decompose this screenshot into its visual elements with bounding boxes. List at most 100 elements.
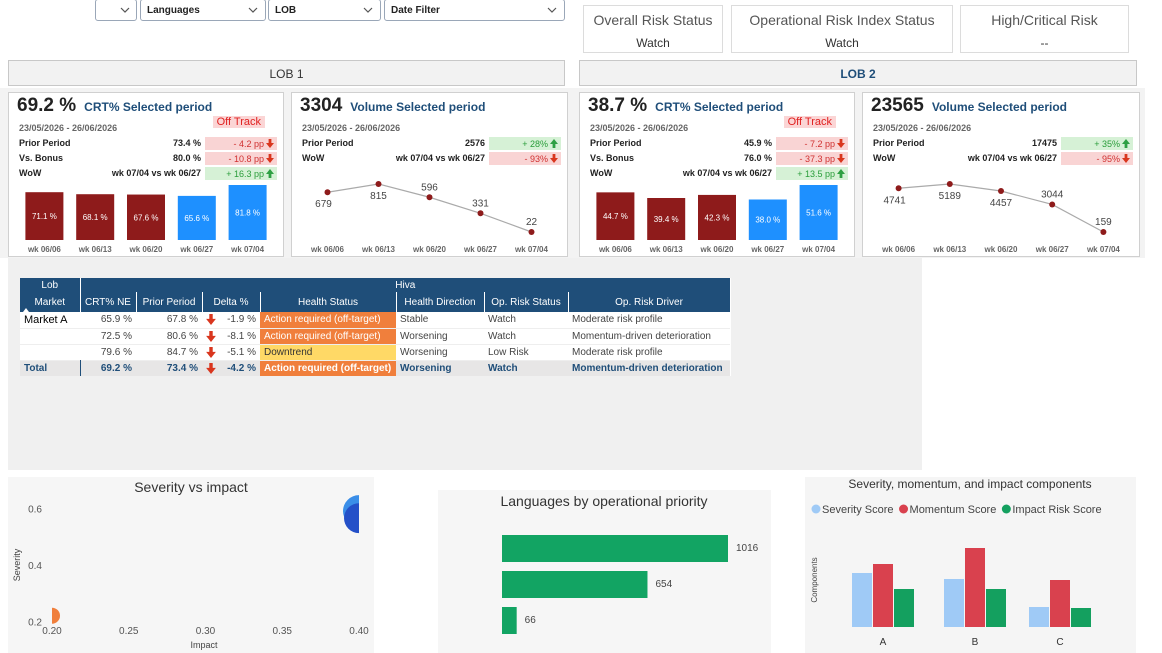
row-value: wk 07/04 vs wk 06/27 — [682, 168, 772, 178]
delta-text: + 13.5 pp — [797, 168, 835, 179]
row-value: wk 07/04 vs wk 06/27 — [111, 168, 201, 178]
filter-dropdown[interactable]: Languages — [140, 0, 266, 21]
delta-cell: -4.2 % — [202, 360, 260, 376]
data-row: 79.6 % 84.7 % -5.1 % Downtrend Worsening Low … — [20, 344, 731, 360]
row-label: WoW — [302, 153, 325, 163]
filter-dropdown[interactable] — [95, 0, 137, 21]
cell-text: -5.1 % — [227, 346, 256, 358]
data-row: 72.5 % 80.6 % -8.1 % Action required (off-t… — [20, 328, 731, 344]
delta-wrap: -1.9 % — [206, 314, 256, 326]
x-tick-label: wk 06/06 — [598, 245, 632, 254]
bar-value-label: 71.1 % — [32, 212, 57, 221]
column-header[interactable]: Health Status — [260, 292, 397, 312]
kpi-date: 23/05/2026 - 26/06/2026 — [19, 123, 118, 133]
row-value: 17475 — [1031, 138, 1057, 148]
kpi-card: 69.2 % CRT% Selected period 23/05/2026 - 2… — [8, 92, 284, 257]
kpi-chart: 679 wk 06/06 815 wk 06/13 596 wk 06/20 331 wk 0… — [310, 181, 549, 254]
table-cell: 73.4 % — [166, 362, 198, 374]
table-cell: Low Risk — [488, 346, 529, 358]
bar — [852, 573, 872, 627]
delta-text: - 7.2 pp — [804, 138, 835, 149]
bubble — [52, 607, 60, 624]
column-header[interactable]: Delta % — [202, 292, 261, 312]
bar — [177, 195, 216, 240]
point-label: 815 — [370, 191, 387, 202]
header-row: Market CRT% NE Prior Period Delta % Health S… — [20, 292, 731, 312]
filter-label: Languages — [147, 5, 200, 16]
chevron-shape — [248, 7, 258, 13]
bar — [76, 194, 115, 240]
column-header[interactable]: Op. Risk Driver — [568, 292, 731, 312]
arrow-shape — [206, 362, 216, 374]
table-cell: Worsening — [400, 346, 448, 358]
bar — [944, 579, 964, 627]
kpi-label: Volume Selected period — [931, 100, 1067, 114]
column-header[interactable]: CRT% NE — [80, 292, 137, 312]
chevron-icon — [248, 7, 258, 13]
row-label: Prior Period — [873, 138, 925, 148]
column-header[interactable]: Op. Risk Status — [484, 292, 569, 312]
row-label: Prior Period — [302, 138, 354, 148]
table-cell: 67.8 % — [166, 314, 198, 326]
line-point — [946, 181, 953, 187]
table-cell: Market A — [24, 313, 68, 326]
line-point — [528, 229, 535, 235]
cell-text: -4.2 % — [227, 362, 256, 374]
line-point — [324, 189, 331, 196]
bubble — [344, 503, 359, 534]
bar — [1050, 580, 1070, 627]
hbar-chart: Languages by operational priority 1016 654… — [500, 493, 759, 634]
delta-cell: -5.1 % — [202, 344, 260, 360]
x-tick-label: wk 06/20 — [412, 245, 446, 254]
lob-title: LOB 2 — [840, 67, 876, 81]
delta-text: + 35% — [1094, 138, 1120, 149]
status-card: Operational Risk Index Status Watch — [731, 5, 953, 53]
table-cell: Action required (off-target) — [260, 360, 396, 376]
column-header[interactable]: Market — [20, 292, 81, 312]
x-tick-label: B — [972, 637, 979, 648]
bar-value-label: 38.0 % — [755, 216, 780, 225]
line-point — [375, 181, 382, 187]
sort-shape — [23, 308, 29, 312]
table-cell: Moderate risk profile — [572, 314, 663, 326]
y-axis-label: Components — [810, 557, 819, 602]
x-tick-label: wk 06/20 — [984, 245, 1018, 254]
x-tick-label: wk 07/04 — [230, 245, 264, 254]
row-delta: + 16.3 pp — [205, 167, 277, 180]
bar — [596, 192, 635, 240]
y-tick-label: 0.2 — [28, 617, 42, 628]
bar — [965, 548, 985, 627]
column-header[interactable]: Health Direction — [396, 292, 485, 312]
bar-value-label: 44.7 % — [603, 212, 628, 221]
kpi-date: 23/05/2026 - 26/06/2026 — [590, 123, 689, 133]
legend-label: Severity Score — [822, 504, 894, 516]
kpi-value: 38.7 % — [588, 95, 648, 116]
delta-wrap: -4.2 % — [206, 362, 256, 374]
kpi-date: 23/05/2026 - 26/06/2026 — [873, 123, 972, 133]
table-cell: Action required (off-target) — [260, 312, 396, 328]
bar-value-label: 51.6 % — [806, 209, 831, 218]
column-header[interactable]: Prior Period — [136, 292, 203, 312]
arrow-up-icon — [837, 169, 845, 178]
chevron-shape — [547, 7, 557, 13]
table-cell: 72.5 % — [100, 330, 132, 342]
bar-value-label: 39.4 % — [654, 215, 679, 224]
kpi-chart: 71.1 % wk 06/06 68.1 % wk 06/13 67.6 % wk 06/… — [25, 185, 267, 254]
bar — [647, 198, 686, 240]
row-delta: - 93% — [489, 152, 561, 165]
arrow-shape — [266, 139, 274, 148]
x-tick-label: wk 06/13 — [361, 245, 395, 254]
delta-cell: -8.1 % — [202, 328, 260, 344]
cell-text: -8.1 % — [227, 330, 256, 342]
x-tick-label: wk 06/27 — [463, 245, 497, 254]
delta-cell: -1.9 % — [202, 312, 260, 328]
bar — [1029, 607, 1049, 627]
cell-text: -1.9 % — [227, 314, 256, 326]
table-cell: Momentum-driven deterioration — [572, 362, 723, 374]
filter-dropdown[interactable]: LOB — [268, 0, 381, 21]
point-label: 3044 — [1041, 189, 1064, 200]
status-card: High/Critical Risk -- — [960, 5, 1129, 53]
table-cell: Stable — [400, 314, 429, 326]
filter-dropdown[interactable]: Date Filter — [384, 0, 565, 21]
